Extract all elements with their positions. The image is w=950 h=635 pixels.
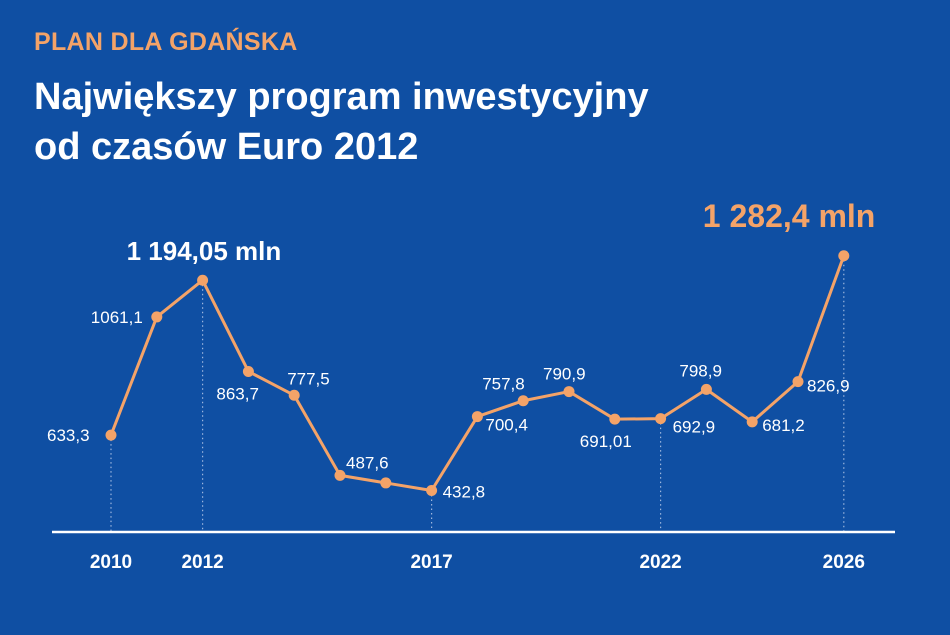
data-label-2024: 681,2 [762,416,805,435]
chart-title: Największy program inwestycyjny od czasó… [34,72,894,172]
data-label-2023: 798,9 [679,361,722,380]
data-point-2026 [838,250,850,262]
data-label-2017: 432,8 [443,483,486,502]
data-label-2021: 691,01 [580,432,632,451]
data-label-2011: 1061,1 [91,308,143,327]
x-tick-label-2010: 2010 [90,552,132,573]
data-point-2022 [655,413,667,425]
data-point-2018 [471,411,483,423]
kicker-label: PLAN DLA GDAŃSKA [34,28,298,56]
data-label-2020: 790,9 [543,365,586,384]
data-point-2010 [105,429,117,441]
x-tick-label-2026: 2026 [823,552,865,573]
title-line-1: Największy program inwestycyjny [34,76,649,118]
x-tick-label-2012: 2012 [181,552,223,573]
series-line [109,255,846,492]
data-point-2024 [746,416,758,428]
data-label-2022: 692,9 [673,418,716,437]
title-line-2: od czasów Euro 2012 [34,126,419,168]
data-label-2025: 826,9 [807,377,850,396]
data-point-2013 [242,365,254,377]
data-label-2026: 1 282,4 mln [703,198,876,234]
data-point-2020 [563,386,575,398]
data-point-2023 [700,383,712,395]
data-point-2025 [792,376,804,388]
data-point-2011 [151,311,163,323]
data-point-2012 [197,274,209,286]
data-point-2014 [288,389,300,401]
data-label-2019: 757,8 [482,375,525,394]
data-label-2012: 1 194,05 mln [127,236,282,266]
data-point-2015 [334,469,346,481]
data-point-2016 [380,477,392,489]
data-point-2017 [426,485,438,496]
data-label-2013: 863,7 [216,384,259,403]
x-tick-label-2022: 2022 [639,552,681,573]
data-label-2018: 700,4 [485,416,528,435]
data-point-2019 [517,395,529,407]
data-label-2015: 487,6 [346,453,389,472]
data-label-2010: 633,3 [47,426,90,445]
data-label-2014: 777,5 [287,369,330,388]
x-tick-label-2017: 2017 [410,552,452,573]
data-point-2021 [609,413,621,425]
